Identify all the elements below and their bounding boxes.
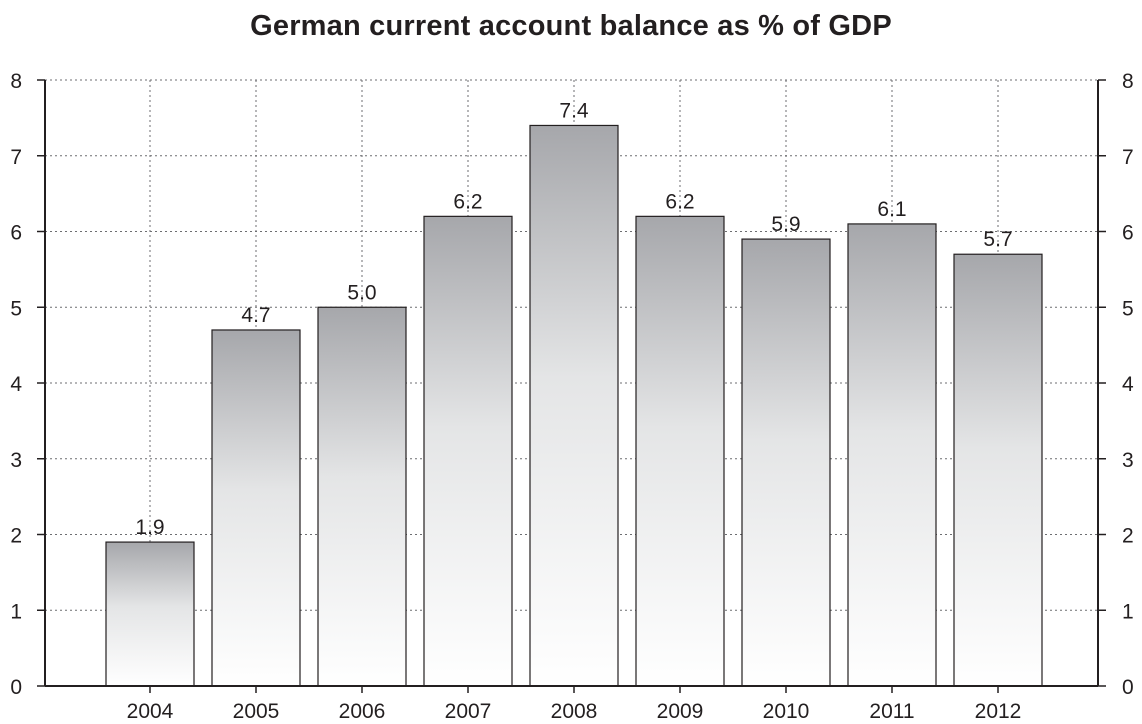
bar-2007 [423,215,513,687]
labels: 0 0 1 1 2 2 3 3 4 4 5 5 6 6 7 7 8 8 1.9 2004 4.7 2005 5.0 2006 6… [10,70,1134,723]
y-tick-label-right: 5 [1122,297,1134,320]
y-tick-label-left: 6 [10,222,22,245]
y-tick-label-left: 7 [10,146,22,169]
bar-value-label: 1.9 [135,516,164,539]
bar-value-label: 6.2 [453,190,482,213]
x-tick-label: 2010 [763,700,810,723]
y-tick-label-right: 6 [1122,222,1134,245]
y-tick-label-right: 0 [1122,676,1134,699]
x-tick-label: 2009 [657,700,704,723]
bar-2011 [847,223,937,687]
axes [37,79,1106,693]
bar-value-label: 6.2 [665,190,694,213]
y-tick-label-left: 2 [10,525,22,548]
bar-2009 [635,215,725,687]
x-tick-label: 2007 [445,700,492,723]
bar-2006 [317,306,407,687]
bar-2005 [211,329,301,687]
x-tick-label: 2006 [339,700,386,723]
y-tick-label-right: 8 [1122,70,1134,93]
y-tick-label-right: 7 [1122,146,1134,169]
x-tick-label: 2011 [869,700,914,723]
bar-value-label: 4.7 [241,304,270,327]
x-tick-label: 2004 [127,700,174,723]
y-tick-label-right: 4 [1122,373,1134,396]
y-tick-label-left: 4 [10,373,22,396]
y-tick-label-left: 1 [10,600,22,623]
y-tick-label-left: 0 [10,676,22,699]
chart-title: German current account balance as % of G… [250,10,892,42]
y-tick-label-right: 2 [1122,525,1134,548]
y-tick-label-left: 5 [10,297,22,320]
bar-value-label: 5.7 [983,228,1012,251]
y-tick-label-left: 3 [10,449,22,472]
y-tick-label-left: 8 [10,70,22,93]
x-tick-label: 2008 [551,700,598,723]
bar-value-label: 5.0 [347,281,376,304]
bar-2010 [741,238,831,687]
bar-value-label: 5.9 [771,213,800,236]
bar-value-label: 7.4 [559,99,589,122]
x-tick-label: 2012 [975,700,1022,723]
x-tick-label: 2005 [233,700,280,723]
bar-2012 [953,253,1043,687]
bar-2004 [105,541,195,687]
bar-value-label: 6.1 [877,198,906,221]
y-tick-label-right: 1 [1122,600,1134,623]
bar-2008 [529,124,619,687]
y-tick-label-right: 3 [1122,449,1134,472]
